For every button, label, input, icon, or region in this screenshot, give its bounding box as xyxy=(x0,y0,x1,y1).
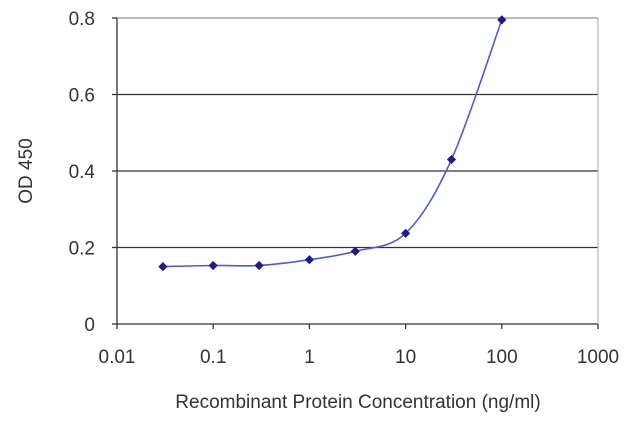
data-point xyxy=(446,154,457,165)
series-line xyxy=(162,19,503,268)
axes xyxy=(112,17,599,329)
x-tick-label: 1 xyxy=(304,347,315,368)
tick-labels: 0 0.2 0.4 0.6 0.8 0.01 0.1 1 10 100 1000 xyxy=(69,9,620,368)
x-tick-label: 0.1 xyxy=(200,347,226,368)
x-tick-label: 1000 xyxy=(577,347,619,368)
x-tick-label: 0.01 xyxy=(99,347,136,368)
gridlines xyxy=(117,17,598,249)
x-tick-label: 100 xyxy=(486,347,518,368)
y-tick-label: 0 xyxy=(84,315,95,336)
y-tick-label: 0.2 xyxy=(69,239,95,260)
data-point xyxy=(497,15,507,25)
x-axis-title: Recombinant Protein Concentration (ng/ml… xyxy=(175,392,540,413)
data-point xyxy=(350,246,360,256)
data-point xyxy=(208,260,218,271)
y-tick-label: 0.4 xyxy=(69,162,96,183)
data-point xyxy=(304,255,314,265)
data-point xyxy=(254,260,264,271)
data-point xyxy=(158,262,168,272)
y-axis-title: OD 450 xyxy=(16,138,37,203)
series xyxy=(158,15,507,272)
y-tick-label: 0.8 xyxy=(69,9,95,30)
x-tick-label: 10 xyxy=(395,347,416,368)
data-point xyxy=(401,228,411,238)
y-tick-label: 0.6 xyxy=(69,86,95,107)
